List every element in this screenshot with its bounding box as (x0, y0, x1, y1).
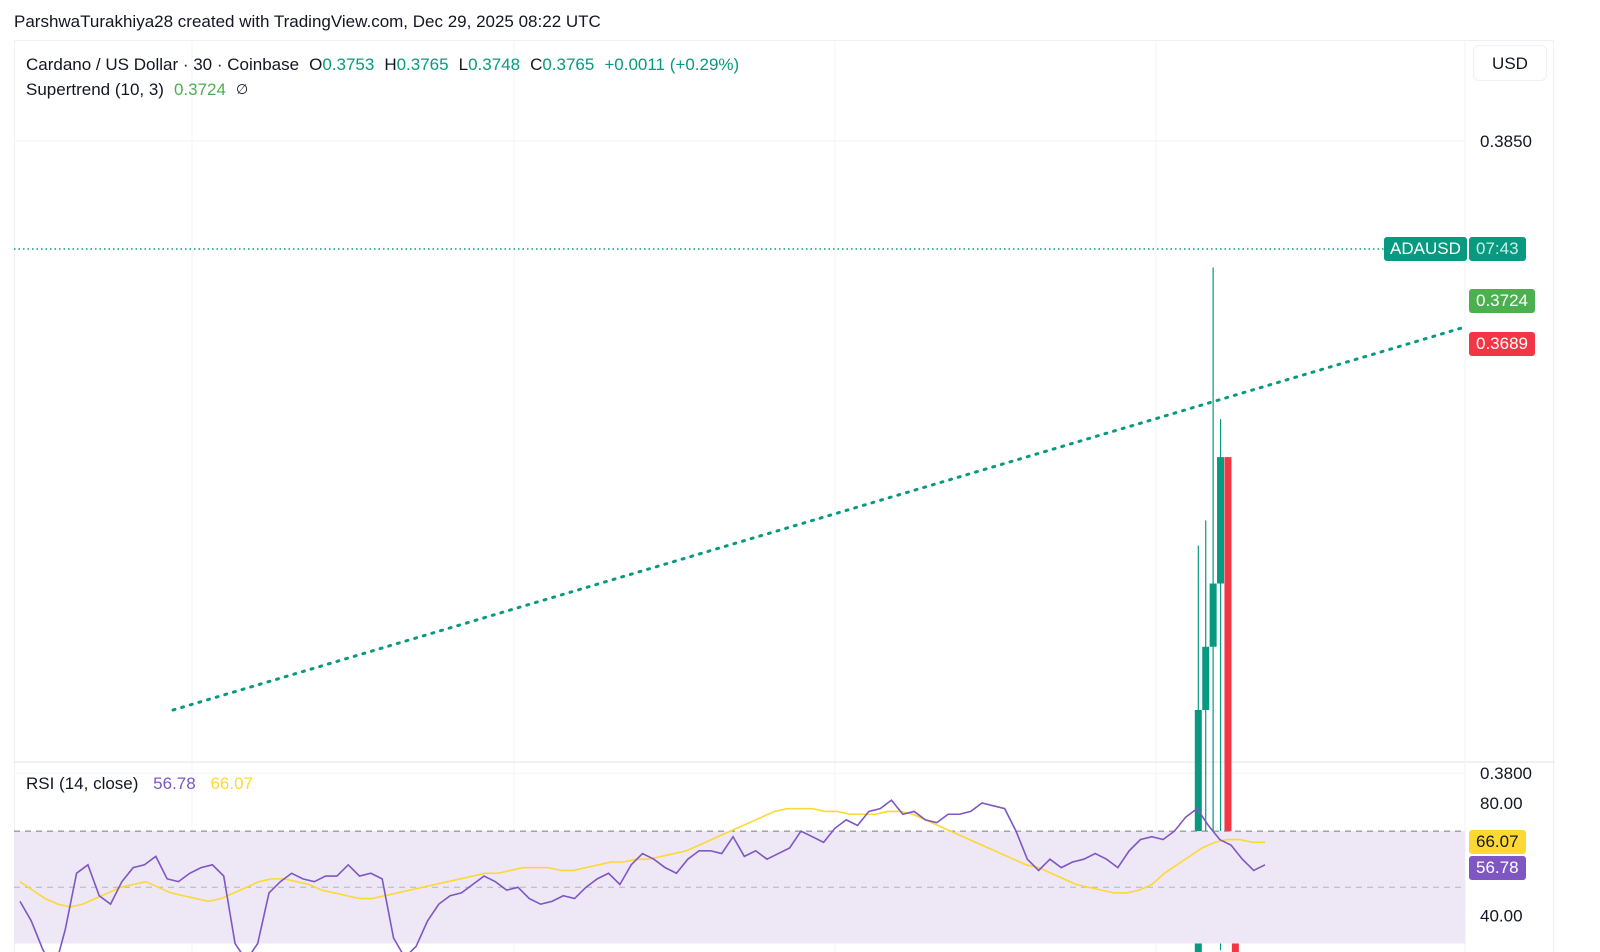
high-key: H (384, 55, 397, 74)
rsi-legend: RSI (14, close) 56.78 66.07 (26, 774, 253, 794)
red-price-tag: 0.3689 (1469, 332, 1535, 356)
rsi-label[interactable]: RSI (14, close) (26, 774, 139, 793)
ohlc-row: Cardano / US Dollar · 30 · Coinbase O 0.3… (26, 52, 739, 77)
main-legend: Cardano / US Dollar · 30 · Coinbase O 0.3… (26, 52, 739, 102)
hidden-source-icon[interactable]: ∅ (235, 81, 249, 97)
supertrend-price-tag: 0.3724 (1469, 289, 1535, 313)
countdown-tag: 07:43 (1469, 237, 1526, 261)
svg-text:40.00: 40.00 (1480, 906, 1523, 925)
svg-text:80.00: 80.00 (1480, 794, 1523, 813)
rsi-ma-tag: 66.07 (1469, 830, 1526, 854)
open-value: 0.3753 (322, 55, 375, 74)
svg-text:0.3800: 0.3800 (1480, 764, 1532, 783)
supertrend-value: 0.3724 (173, 80, 226, 99)
currency-button[interactable]: USD (1473, 45, 1547, 81)
ticker-tag: ADAUSD (1384, 237, 1467, 261)
chart-frame (14, 40, 1554, 952)
low-value: 0.3748 (468, 55, 521, 74)
low-key: L (458, 55, 469, 74)
change-value: +0.0011 (+0.29%) (604, 55, 740, 74)
supertrend-row: Supertrend (10, 3) 0.3724 ∅ (26, 77, 739, 102)
rsi-ma-value: 66.07 (210, 774, 253, 793)
svg-text:0.3850: 0.3850 (1480, 132, 1532, 151)
close-key: C (530, 55, 543, 74)
open-key: O (309, 55, 323, 74)
rsi-value: 56.78 (153, 774, 196, 793)
supertrend-label[interactable]: Supertrend (10, 3) (26, 80, 164, 99)
rsi-tag: 56.78 (1469, 856, 1526, 880)
close-value: 0.3765 (542, 55, 595, 74)
chart-credit: ParshwaTurakhiya28 created with TradingV… (14, 12, 601, 31)
high-value: 0.3765 (396, 55, 449, 74)
symbol-title[interactable]: Cardano / US Dollar · 30 · Coinbase (26, 55, 300, 74)
